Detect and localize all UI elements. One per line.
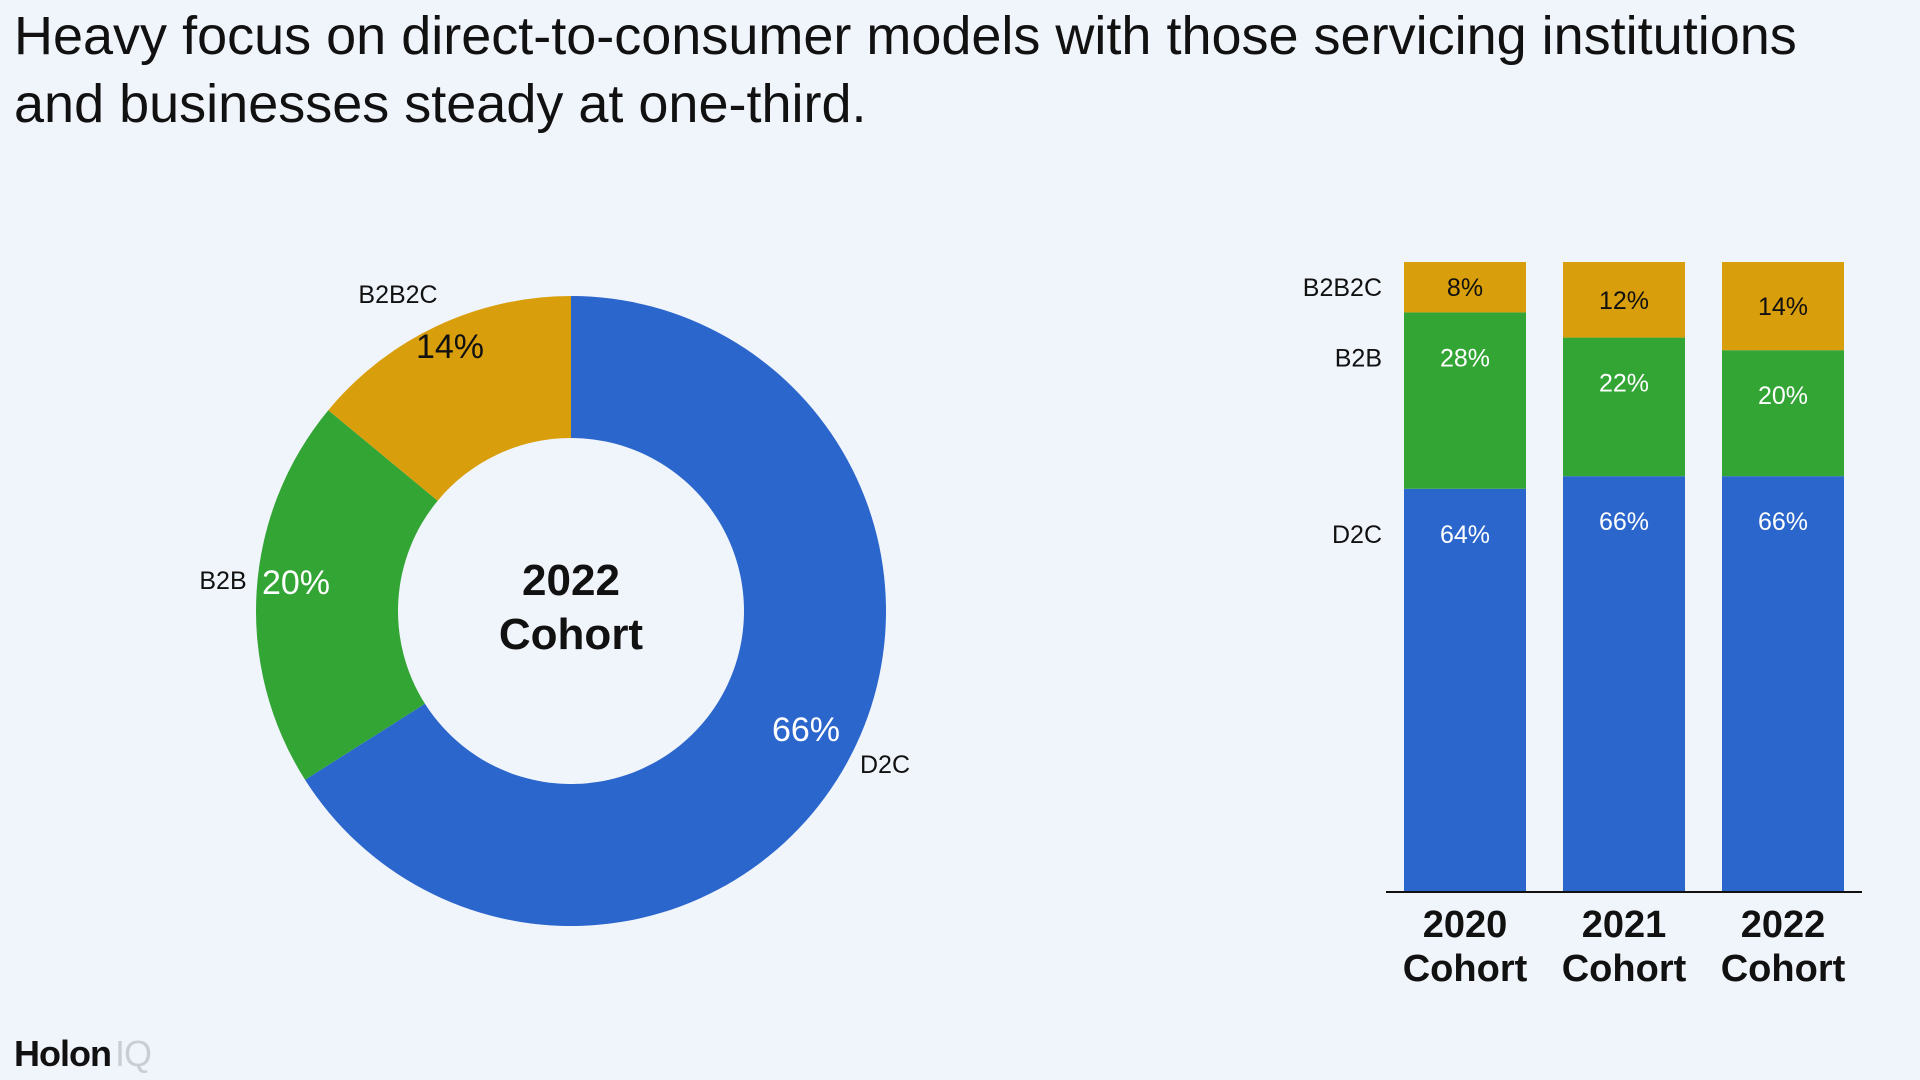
donut-category-label-b2b2c: B2B2C [358,281,437,309]
bar-b2b-2020 [1404,312,1526,489]
bar-d2c-2020 [1404,488,1526,892]
bar-category-label: 2022 [1741,904,1826,946]
donut-value-label-d2c: 66% [772,711,840,749]
bar-category-label: Cohort [1403,948,1528,990]
donut-value-label-b2b2c: 14% [416,328,484,366]
donut-category-label-b2b: B2B [199,567,246,595]
bar-value-label-b2b2c-2022: 14% [1758,293,1808,321]
bar-value-label-b2b-2021: 22% [1599,370,1649,398]
bar-b2b2c-2022 [1722,262,1844,351]
donut-center-label: Cohort [499,610,644,659]
bar-category-label: Cohort [1562,948,1687,990]
bar-value-label-d2c-2022: 66% [1758,508,1808,536]
holoniq-logo: Holon IQ [14,1032,152,1076]
bar-value-label-b2b-2022: 20% [1758,382,1808,410]
donut-value-label-b2b: 20% [262,564,330,602]
bar-category-label: 2020 [1423,904,1508,946]
bar-series-label-b2b2c: B2B2C [1303,274,1382,302]
bar-value-label-b2b2c-2020: 8% [1447,274,1483,302]
bar-b2b2c-2020 [1404,262,1526,313]
bar-series-label-d2c: D2C [1332,521,1382,549]
bar-b2b-2021 [1563,337,1685,477]
bar-category-label: Cohort [1721,948,1846,990]
page-title: Heavy focus on direct-to-consumer models… [14,6,1797,134]
logo-suffix: IQ [114,1033,152,1074]
donut-slice-b2b2c [328,296,571,501]
bar-value-label-d2c-2020: 64% [1440,521,1490,549]
donut-center-label: 2022 [522,556,620,605]
donut-slice-d2c [305,296,886,926]
bar-value-label-b2b-2020: 28% [1440,344,1490,372]
bar-value-label-b2b2c-2021: 12% [1599,287,1649,315]
logo-brand: Holon [14,1033,112,1074]
bar-b2b2c-2021 [1563,262,1685,338]
bar-d2c-2022 [1722,476,1844,892]
bar-value-label-d2c-2021: 66% [1599,508,1649,536]
bar-series-label-b2b: B2B [1335,344,1382,372]
donut-category-label-d2c: D2C [860,751,910,779]
bar-d2c-2021 [1563,476,1685,892]
bar-b2b-2022 [1722,350,1844,477]
bar-category-label: 2021 [1582,904,1667,946]
donut-slice-b2b [256,410,438,780]
